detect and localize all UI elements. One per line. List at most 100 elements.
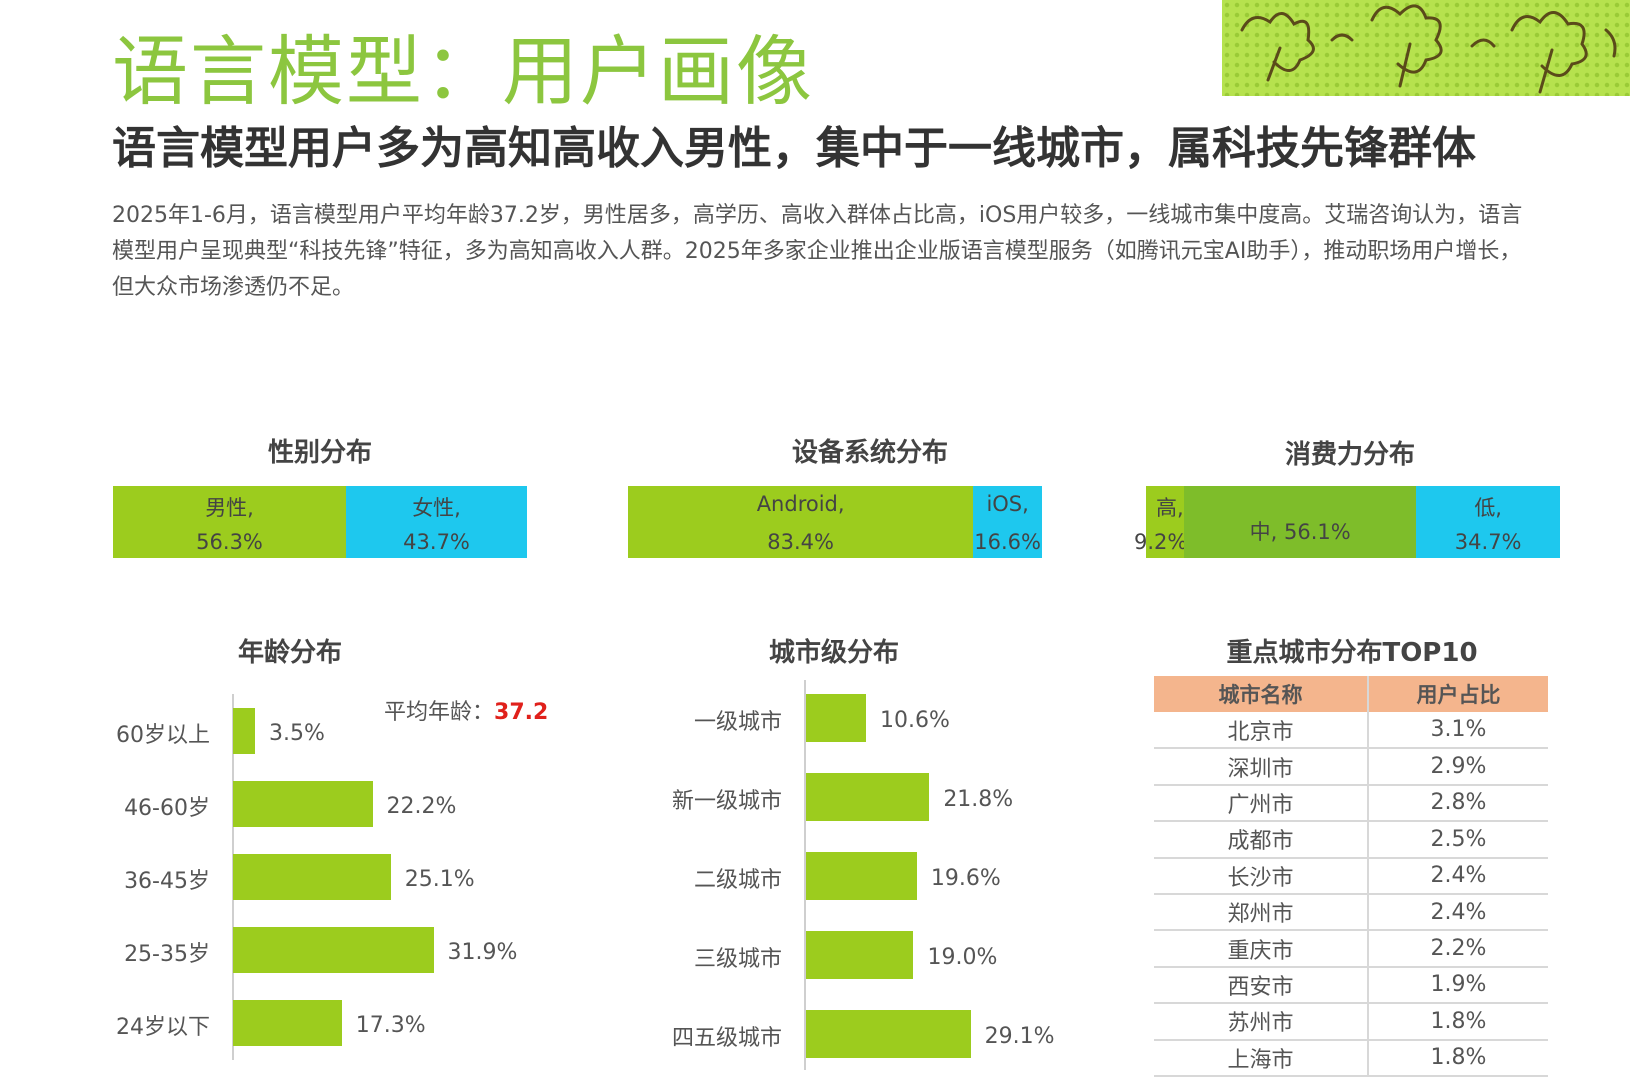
bar <box>806 773 930 821</box>
user-share-cell: 2.9% <box>1368 748 1548 786</box>
table-row: 北京市 3.1% <box>1154 712 1548 750</box>
average-age-annotation: 平均年龄：37.2 <box>384 694 548 726</box>
bar <box>233 854 391 900</box>
stacked-segment: Android, 83.4% <box>628 486 974 558</box>
device-stacked-bar: Android, 83.4% iOS, 16.6% <box>628 486 1042 558</box>
page-description: 2025年1-6月，语言模型用户平均年龄37.2岁，男性居多，高学历、高收入群体… <box>112 203 1523 300</box>
table-row: 深圳市 2.9% <box>1154 748 1548 786</box>
user-share-cell: 2.5% <box>1368 821 1548 859</box>
clover-decoration <box>1222 0 1630 96</box>
stacked-segment: iOS, 16.6% <box>973 486 1042 558</box>
segment-label: 高, <box>1156 496 1184 520</box>
city-name-cell: 西安市 <box>1154 966 1369 1005</box>
user-share-cell: 2.4% <box>1368 857 1548 895</box>
column-header-share: 用户占比 <box>1368 676 1548 712</box>
category-label: 三级城市 <box>693 947 782 972</box>
gender-stacked-bar: 男性, 56.3% 女性, 43.7% <box>113 486 527 558</box>
bar <box>806 852 917 900</box>
table-row: 长沙市 2.4% <box>1154 857 1548 895</box>
city-name-cell: 长沙市 <box>1154 857 1369 895</box>
average-age-value: 37.2 <box>494 700 549 725</box>
category-label: 四五级城市 <box>671 1026 782 1051</box>
city-name-cell: 深圳市 <box>1154 748 1369 786</box>
value-label: 21.8% <box>943 787 1014 812</box>
page-title: 语言模型：用户画像 <box>112 27 814 116</box>
bar <box>233 781 373 827</box>
top10-city-table: 城市名称 用户占比 北京市 3.1% 深圳市 2.9% 广州市 2.8% 成都市 2.5% 长沙… <box>1154 676 1548 1077</box>
spending-stacked-bar: 高, 9.2% 中, 56.1% 低, 34.7% <box>1134 486 1560 558</box>
column-header-city: 城市名称 <box>1154 676 1369 712</box>
table-row: 西安市 1.9% <box>1154 966 1548 1005</box>
table-row: 郑州市 2.4% <box>1154 893 1548 932</box>
segment-value-label: 16.6% <box>974 530 1041 554</box>
city-name-cell: 重庆市 <box>1154 930 1369 968</box>
category-label: 25-35岁 <box>124 942 210 967</box>
bar <box>233 708 255 754</box>
table-row: 成都市 2.5% <box>1154 821 1548 859</box>
value-label: 29.1% <box>984 1024 1055 1049</box>
segment-value-label: 43.7% <box>403 530 470 554</box>
category-label: 新一级城市 <box>671 789 782 814</box>
category-label: 60岁以上 <box>116 723 210 748</box>
user-share-cell: 1.8% <box>1368 1039 1548 1077</box>
segment-value-label: 9.2% <box>1134 530 1188 554</box>
value-label: 22.2% <box>386 794 457 819</box>
stacked-segment: 女性, 43.7% <box>346 486 527 558</box>
stacked-segment: 低, 34.7% <box>1416 486 1560 558</box>
category-label: 二级城市 <box>693 868 782 893</box>
top10-table-title: 重点城市分布TOP10 <box>1226 638 1478 668</box>
segment-label: Android, <box>756 492 845 516</box>
user-share-cell: 2.2% <box>1368 930 1548 968</box>
table-row: 苏州市 1.8% <box>1154 1003 1548 1041</box>
stacked-segment: 中, 56.1% <box>1184 486 1417 558</box>
value-label: 19.6% <box>930 866 1001 891</box>
value-label: 19.0% <box>927 945 998 970</box>
user-share-cell: 3.1% <box>1368 712 1548 750</box>
value-label: 31.9% <box>447 940 518 965</box>
table-row: 上海市 1.8% <box>1154 1039 1548 1077</box>
segment-label: iOS, <box>986 492 1029 516</box>
city-name-cell: 广州市 <box>1154 784 1369 823</box>
gender-chart-title: 性别分布 <box>267 438 372 468</box>
value-label: 10.6% <box>879 708 950 733</box>
city-name-cell: 成都市 <box>1154 821 1369 859</box>
table-header-row: 城市名称 用户占比 <box>1154 676 1548 712</box>
category-label: 24岁以下 <box>116 1015 210 1040</box>
value-label: 3.5% <box>269 721 325 746</box>
bar <box>806 931 914 979</box>
segment-label: 男性, <box>205 496 254 520</box>
segment-value-label: 34.7% <box>1454 530 1522 554</box>
user-share-cell: 2.8% <box>1368 784 1548 823</box>
bar <box>806 1010 971 1058</box>
table-row: 重庆市 2.2% <box>1154 930 1548 968</box>
bar <box>233 927 434 973</box>
category-label: 36-45岁 <box>124 869 210 894</box>
stacked-segment: 高, 9.2% <box>1134 486 1187 558</box>
city-tier-chart-title: 城市级分布 <box>768 638 899 668</box>
average-age-label: 平均年龄： <box>384 700 495 725</box>
segment-label: 女性, <box>412 496 461 520</box>
city-name-cell: 北京市 <box>1154 712 1369 750</box>
device-chart-title: 设备系统分布 <box>791 438 948 468</box>
stacked-segment: 男性, 56.3% <box>113 486 347 558</box>
category-label: 46-60岁 <box>124 796 210 821</box>
user-share-cell: 1.8% <box>1368 1003 1548 1041</box>
city-name-cell: 上海市 <box>1154 1039 1369 1077</box>
value-label: 25.1% <box>404 867 475 892</box>
spending-chart-title: 消费力分布 <box>1284 440 1415 470</box>
segment-value-label: 83.4% <box>767 530 834 554</box>
value-label: 17.3% <box>355 1013 426 1038</box>
city-name-cell: 苏州市 <box>1154 1003 1369 1041</box>
page-subtitle: 语言模型用户多为高知高收入男性，集中于一线城市，属科技先锋群体 <box>112 123 1476 174</box>
age-chart-title: 年龄分布 <box>237 638 342 668</box>
segment-value-label: 56.3% <box>196 530 263 554</box>
segment-label: 低, <box>1474 496 1502 520</box>
segment-label: 中, 56.1% <box>1249 520 1351 544</box>
table-row: 广州市 2.8% <box>1154 784 1548 823</box>
bar <box>806 694 866 742</box>
user-share-cell: 2.4% <box>1368 893 1548 932</box>
category-label: 一级城市 <box>693 710 782 735</box>
city-tier-axis-line <box>804 680 806 1070</box>
city-name-cell: 郑州市 <box>1154 893 1369 932</box>
user-share-cell: 1.9% <box>1368 966 1548 1005</box>
